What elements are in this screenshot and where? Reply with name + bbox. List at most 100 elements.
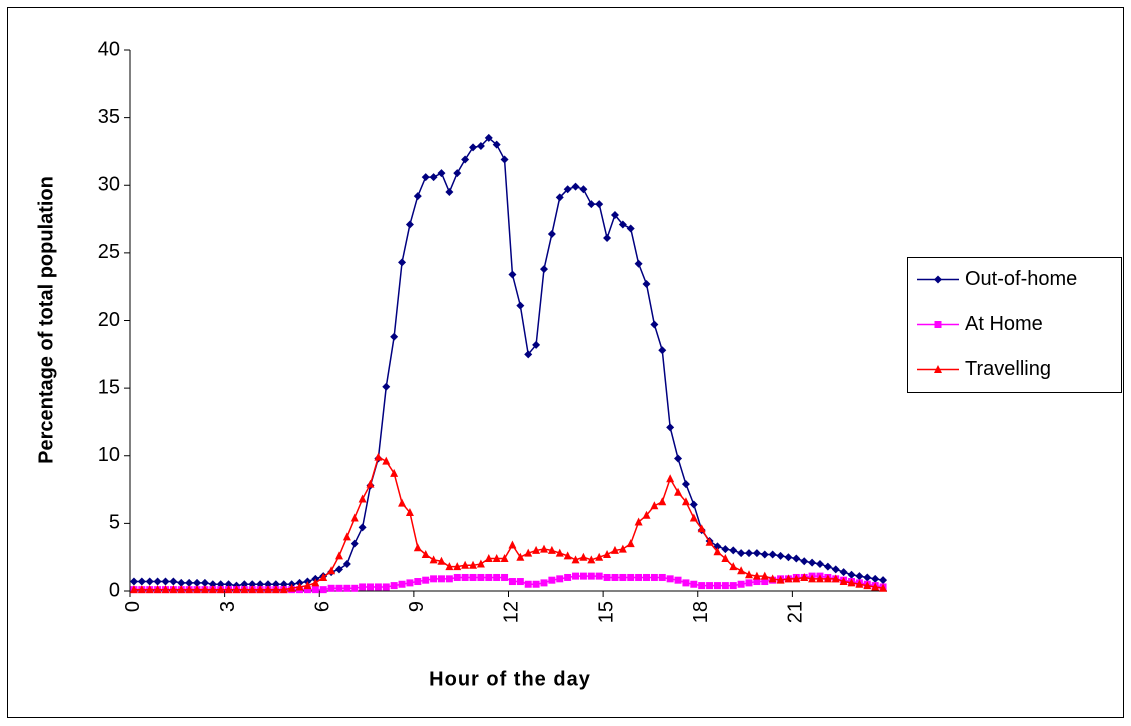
marker [540, 579, 548, 587]
marker [327, 584, 335, 592]
marker [674, 454, 683, 463]
marker [768, 574, 777, 583]
marker [595, 200, 604, 209]
marker [618, 544, 627, 553]
marker [303, 586, 311, 594]
marker [398, 258, 407, 267]
marker [595, 572, 603, 580]
y-tick-label: 10 [98, 444, 120, 466]
marker [753, 578, 761, 586]
marker [737, 566, 746, 575]
marker [374, 583, 382, 591]
marker [745, 579, 753, 587]
marker [539, 544, 548, 553]
marker [279, 585, 288, 594]
marker [216, 585, 225, 594]
marker [177, 585, 186, 594]
marker [808, 558, 817, 567]
marker [476, 142, 485, 151]
marker [524, 350, 533, 359]
marker [532, 340, 541, 349]
marker [405, 220, 414, 229]
marker [610, 545, 619, 554]
marker [295, 582, 304, 591]
y-axis-title: Percentage of total population [35, 176, 57, 464]
marker [823, 562, 832, 571]
marker [642, 510, 651, 519]
marker [603, 549, 612, 558]
marker [611, 573, 619, 581]
marker [200, 578, 209, 587]
marker [721, 554, 730, 563]
marker [737, 580, 745, 588]
marker [485, 573, 493, 581]
marker [501, 573, 509, 581]
marker [666, 575, 674, 583]
marker [524, 580, 532, 588]
marker [689, 500, 698, 509]
marker [469, 143, 478, 152]
y-tick-label: 15 [98, 376, 120, 398]
marker [421, 549, 430, 558]
marker [863, 573, 872, 582]
marker [319, 586, 327, 594]
marker [334, 565, 343, 574]
marker [619, 573, 627, 581]
marker [831, 574, 840, 583]
marker [137, 577, 146, 586]
marker [327, 566, 336, 575]
x-tick-label: 9 [406, 601, 428, 612]
marker [729, 582, 737, 590]
marker [177, 578, 186, 587]
marker [477, 573, 485, 581]
marker [382, 382, 391, 391]
marker [752, 571, 761, 580]
marker [697, 524, 706, 533]
marker [208, 585, 217, 594]
marker [422, 576, 430, 584]
marker [137, 585, 146, 594]
marker [390, 332, 399, 341]
legend-label: Travelling [965, 358, 1051, 380]
marker [343, 584, 351, 592]
marker [784, 553, 793, 562]
x-axis-title: Hour of the day [429, 668, 591, 690]
marker [476, 559, 485, 568]
marker [414, 578, 422, 586]
marker [808, 574, 817, 583]
marker [548, 576, 556, 584]
marker [398, 580, 406, 588]
legend-label: Out-of-home [965, 268, 1077, 290]
marker [572, 572, 580, 580]
y-tick-label: 25 [98, 241, 120, 263]
marker [776, 575, 785, 584]
marker [681, 497, 690, 506]
marker [319, 572, 328, 581]
marker [493, 573, 501, 581]
marker [847, 578, 856, 587]
marker [303, 581, 312, 590]
marker [579, 572, 587, 580]
marker [610, 211, 619, 220]
marker [469, 573, 477, 581]
marker [524, 548, 533, 557]
marker [871, 582, 880, 591]
marker [666, 474, 675, 483]
marker [516, 578, 524, 586]
marker [358, 494, 367, 503]
marker [776, 551, 785, 560]
marker [193, 578, 202, 587]
marker [453, 169, 462, 178]
marker [232, 585, 241, 594]
marker [445, 188, 454, 197]
marker [713, 547, 722, 556]
marker [461, 560, 470, 569]
marker [311, 578, 320, 587]
marker [689, 513, 698, 522]
marker [879, 583, 888, 592]
marker [650, 573, 658, 581]
marker [768, 550, 777, 559]
marker [571, 555, 580, 564]
marker [492, 554, 501, 563]
marker [555, 548, 564, 557]
